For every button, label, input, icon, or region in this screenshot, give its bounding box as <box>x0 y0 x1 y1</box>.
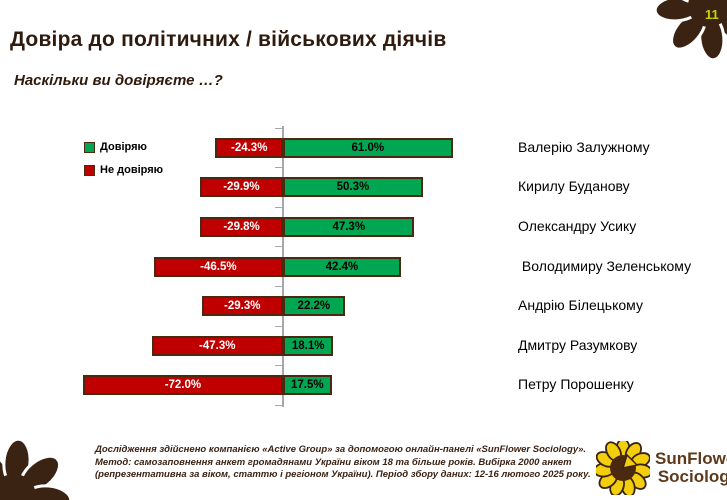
distrust-bar: -29.9% <box>199 177 283 198</box>
legend-item: Не довіряю <box>84 164 163 176</box>
axis-tick <box>275 365 282 367</box>
legend-swatch-icon <box>84 141 95 153</box>
category-label: Дмитру Разумкову <box>518 336 638 353</box>
page-title: Довіра до політичних / військових діячів <box>10 28 447 51</box>
category-label: Валерію Залужному <box>518 138 650 155</box>
distrust-bar: -24.3% <box>215 137 283 158</box>
logo-text: SunFlower Sociology <box>655 448 727 487</box>
distrust-bar: -29.8% <box>200 217 283 237</box>
logo-line2: Sociology <box>657 467 727 486</box>
legend-label: Довіряю <box>100 141 147 153</box>
trust-bar: 50.3% <box>283 177 423 198</box>
axis-tick <box>275 325 282 327</box>
axis-tick <box>275 404 282 406</box>
trust-bar: 22.2% <box>283 296 345 317</box>
trust-bar: 42.4% <box>283 256 401 277</box>
axis-tick <box>275 127 282 129</box>
sunflower-sociology-logo: SunFlower Sociology <box>596 441 727 495</box>
category-label: Олександру Усику <box>518 218 637 234</box>
category-label: Петру Порошенку <box>518 376 634 393</box>
methodology-note: Дослідження здійснено компанією «Active … <box>95 444 591 481</box>
legend-item: Довіряю <box>84 141 163 153</box>
sunflower-icon <box>596 441 650 495</box>
category-label: Кирилу Буданову <box>518 178 630 195</box>
trust-bar: 61.0% <box>283 137 453 158</box>
axis-tick <box>275 206 282 208</box>
category-label: Андрію Білецькому <box>518 297 643 314</box>
trust-bar: 17.5% <box>283 375 332 396</box>
axis-tick <box>275 285 282 287</box>
axis-tick <box>275 246 282 248</box>
logo-line1: SunFlower <box>655 448 727 468</box>
question-subtitle: Наскільки ви довіряєте …? <box>14 72 223 89</box>
page-number: 11 <box>705 7 719 22</box>
legend-swatch-icon <box>84 164 95 176</box>
distrust-bar: -72.0% <box>82 375 283 396</box>
axis-tick <box>275 167 282 169</box>
distrust-bar: -46.5% <box>153 256 283 277</box>
trust-bar: 47.3% <box>283 217 415 237</box>
trust-bar: 18.1% <box>283 335 334 356</box>
legend: Довіряю Не довіряю <box>84 141 163 187</box>
flower-decoration-icon: 11 <box>653 0 727 62</box>
distrust-bar: -29.3% <box>201 296 283 317</box>
flower-decoration-icon <box>0 437 73 500</box>
category-label: Володимиру Зеленському <box>518 257 692 274</box>
legend-label: Не довіряю <box>100 164 164 176</box>
distrust-bar: -47.3% <box>151 335 283 356</box>
